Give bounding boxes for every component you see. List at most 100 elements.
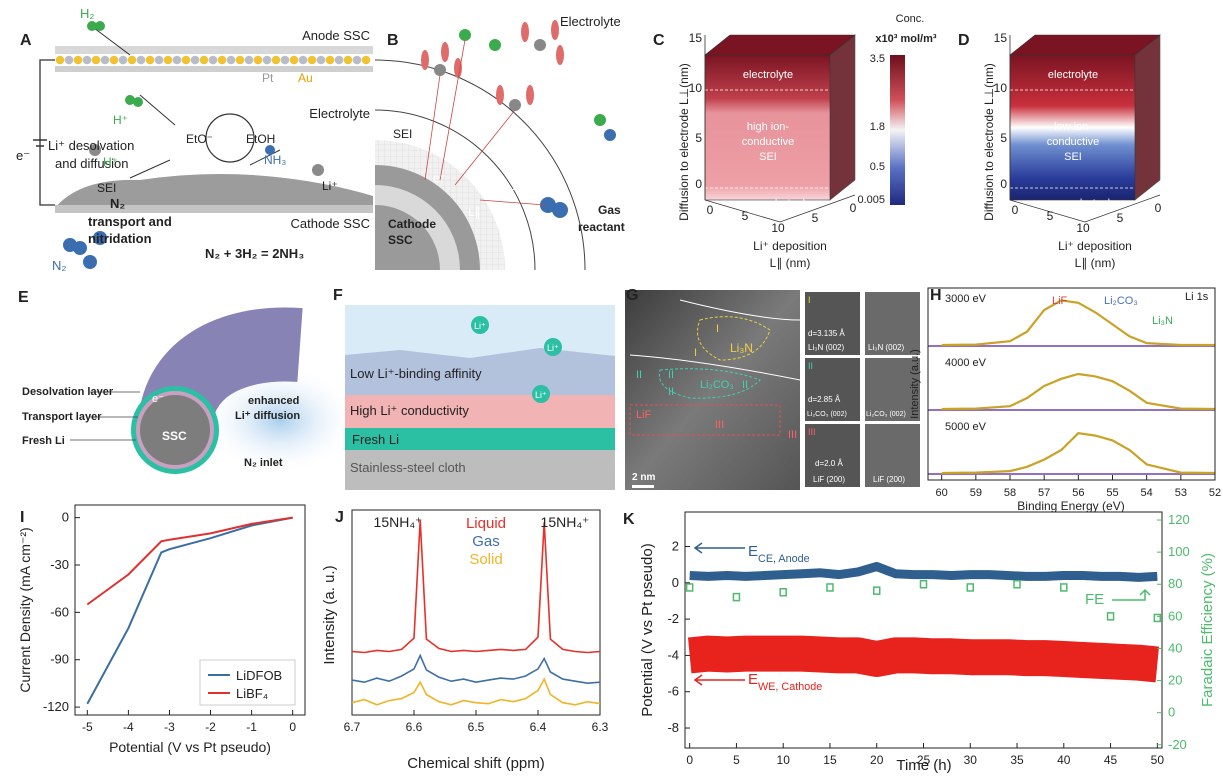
label: L∥ [468,205,481,219]
colorbar [890,55,905,205]
label: H [930,287,942,304]
y-tick-label: 2 [672,538,679,553]
marker [1061,584,1067,591]
label: 0 [1012,203,1019,217]
label: III [715,419,724,431]
scale-bar [632,485,654,488]
x-tick-label: 59 [970,487,982,499]
y-axis-label: Potential (V vs Pt pseudo) [639,543,656,716]
y-tick-label: -30 [50,557,69,572]
x-tick-label: 15 [823,753,837,767]
label: Li₃N (002) [808,343,844,352]
label: LiF (200) [873,475,905,484]
li-atom [312,164,324,176]
anode-atom [281,56,290,65]
label: electrolyte [743,69,793,81]
label: 10 [771,221,785,235]
label: Gas [598,203,621,217]
label: 10 [1076,221,1090,235]
y-axis-label: Intensity (a. u.) [321,565,338,664]
legend-label: Liquid [466,515,506,532]
x-tick-label: 6.4 [530,720,547,734]
label: Low Li⁺-binding affinity [350,366,482,381]
label: EtOH [246,132,275,146]
anode-atom [119,56,128,65]
label: SEI [97,181,116,195]
x-axis-label: Chemical shift (ppm) [407,755,545,772]
y-tick-label: 0 [672,575,679,590]
label: Li⁺ desolvation [48,138,134,153]
marker [967,584,973,591]
label: 0 [1000,177,1007,191]
label: Li⁺ deposition [1058,239,1132,253]
label: N₂ [110,196,125,211]
label: L∥ (nm) [1075,256,1116,270]
label: NH₃ [264,153,286,167]
label: N₂ [52,258,66,273]
label: 5 [742,209,749,223]
y-tick-label: 100 [1168,544,1190,559]
cube-side [1135,35,1160,200]
x-axis-label: Time (h) [896,757,951,774]
x-tick-label: 5 [733,753,740,767]
label: SEI [1064,151,1082,163]
anode-atom [137,56,146,65]
label: 3.5 [870,53,885,65]
anode-atom [290,56,299,65]
label: SEI [393,127,412,141]
anode-atom [74,56,83,65]
anode-atom [236,56,245,65]
x-axis-label: Binding Energy (eV) [1017,499,1124,513]
label: 5 [812,211,819,225]
x-tick-label: 53 [1175,487,1187,499]
annotation: 15NH₄⁺ [541,514,590,530]
label: e⁻ [16,148,30,163]
anode-atom [326,56,335,65]
solvated-ion [434,64,446,76]
label: electrolyte [1048,69,1098,81]
label: low ion- [1054,121,1092,133]
figure: AH₂Anode SSCPtAuH⁺EtO⁻EtOHElectrolytee⁻L… [0,0,1223,776]
label: High Li⁺ conductivity [350,403,469,418]
label: Electrolyte [560,14,621,29]
label: enhanced [248,395,299,407]
x-axis-label: Potential (V vs Pt pseudo) [109,739,271,755]
label: 5 [1047,209,1054,223]
solvated-ion [509,99,521,111]
label: II [636,369,642,381]
label: H⁺ [103,155,118,169]
label: 15 [994,31,1008,45]
x-tick-label: 20 [870,753,884,767]
annotation: Li₃N [1152,315,1173,327]
label: Li⁺ [547,343,559,353]
label: 5 [1000,131,1007,145]
label: LiF (200) [813,475,845,484]
label: electrode [1074,198,1116,209]
legend-label: FE [1085,591,1104,608]
label: conductive [742,136,795,148]
x-tick-label: 6.3 [592,720,609,734]
label: Li⁺ diffusion [235,410,300,422]
label: Transport layer [22,411,102,423]
label: D [958,32,970,49]
anode-atom [164,56,173,65]
label: Fresh Li [352,432,399,447]
label: 0 [1155,201,1162,215]
label: 0 [695,177,702,191]
label: I [20,509,24,526]
label: Li₂CO₃ (002) [866,411,906,418]
annotation: 15NH₄⁺ [374,514,423,530]
h-atom [489,39,501,51]
label: electrode [769,198,811,209]
label: Li⁺ deposition [753,239,827,253]
spectrum [942,433,1215,473]
panel-e-drawing [70,344,360,475]
label: 0 [850,201,857,215]
cube-top [705,35,855,55]
label: II [742,379,748,391]
x-tick-label: 45 [1104,753,1118,767]
line [690,654,1158,665]
y-tick-label: -8 [667,720,679,735]
label: C [653,32,665,49]
label: d=2.0 Å [815,459,843,468]
